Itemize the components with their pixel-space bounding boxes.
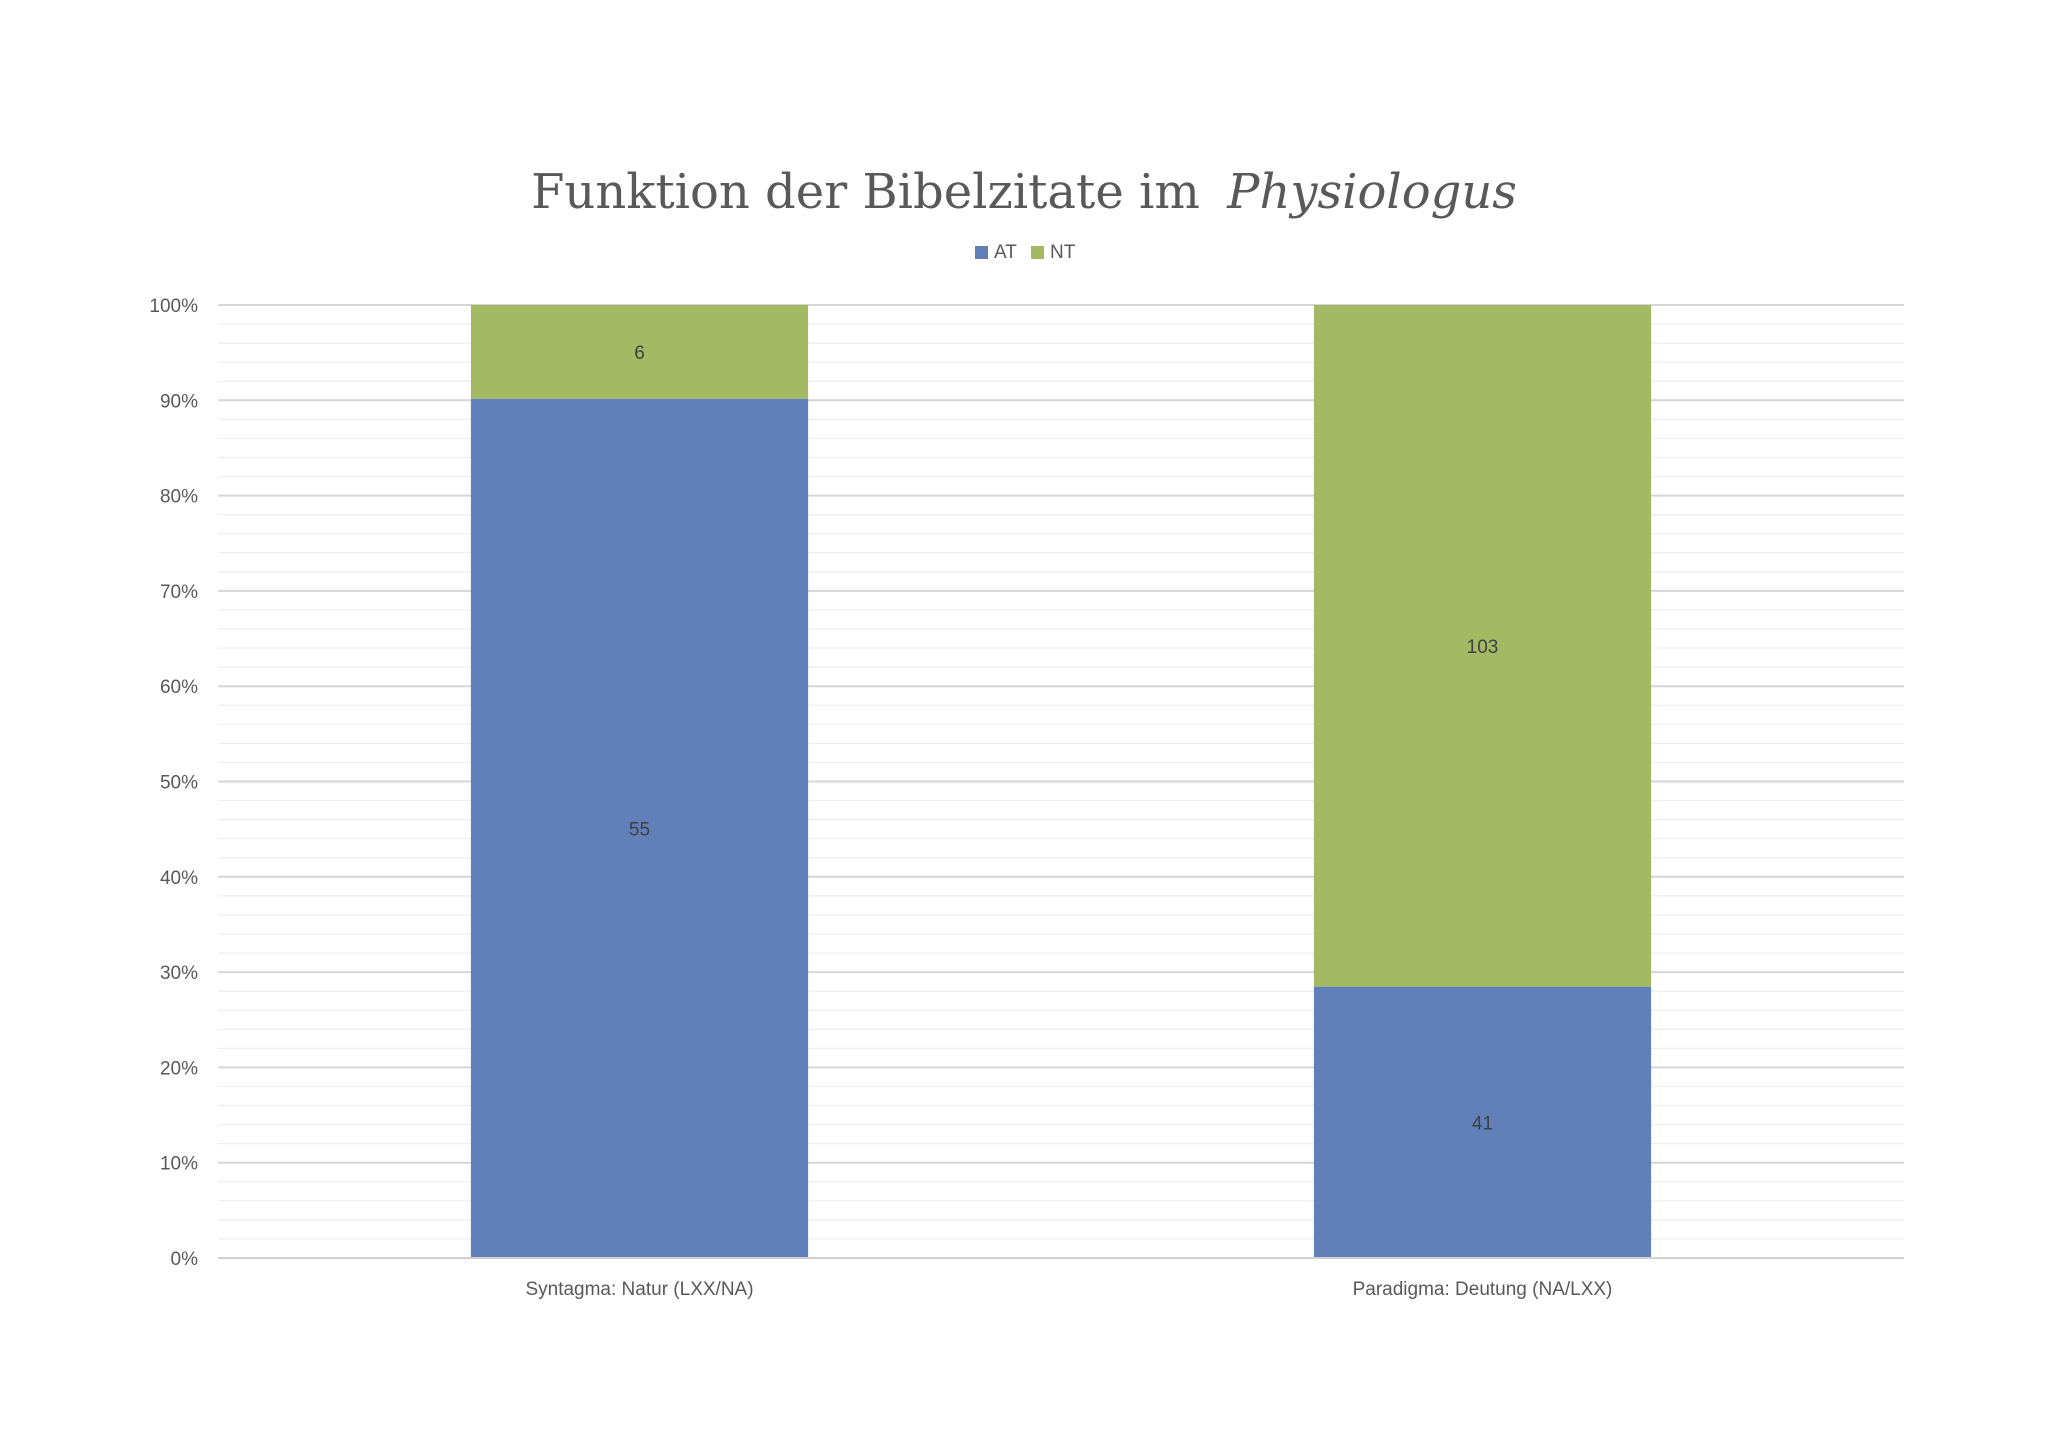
- bars: 55 6 41 103: [470, 305, 1652, 1259]
- category-label: Syntagma: Natur (LXX/NA): [525, 1279, 753, 1300]
- legend: AT NT: [975, 242, 1076, 263]
- data-label: 103: [1467, 637, 1499, 658]
- y-tick-label: 60%: [160, 677, 198, 698]
- y-tick-label: 0%: [171, 1249, 199, 1270]
- legend-swatch-at: [975, 246, 988, 259]
- data-label: 6: [634, 343, 645, 364]
- y-tick-label: 90%: [160, 391, 198, 412]
- y-tick-label: 40%: [160, 868, 198, 889]
- y-tick-label: 20%: [160, 1058, 198, 1079]
- bar-segment-nt: [470, 305, 809, 399]
- chart-title-main: Funktion der Bibelzitate im: [531, 164, 1200, 220]
- data-label: 41: [1472, 1113, 1493, 1134]
- legend-label-nt: NT: [1050, 242, 1076, 263]
- y-tick-label: 100%: [149, 296, 198, 317]
- y-tick-label: 70%: [160, 582, 198, 603]
- y-axis-ticks: 0% 10% 20% 30% 40% 50% 60% 70% 80% 90% 100%: [149, 296, 198, 1270]
- legend-label-at: AT: [994, 242, 1017, 263]
- bar-segment-nt: [1313, 305, 1652, 987]
- category-label: Paradigma: Deutung (NA/LXX): [1353, 1279, 1613, 1300]
- legend-swatch-nt: [1031, 246, 1044, 259]
- y-tick-label: 10%: [160, 1154, 198, 1175]
- chart-title: Funktion der Bibelzitate im Physiologus: [531, 164, 1517, 220]
- y-tick-label: 50%: [160, 773, 198, 794]
- bar-segment-at: [1313, 986, 1652, 1258]
- category-axis: Syntagma: Natur (LXX/NA) Paradigma: Deutu…: [218, 1257, 1904, 1300]
- data-label: 55: [629, 819, 650, 840]
- bar-segment-at: [470, 398, 809, 1259]
- chart-title-italic: Physiologus: [1226, 164, 1517, 220]
- y-tick-label: 30%: [160, 963, 198, 984]
- y-tick-label: 80%: [160, 487, 198, 508]
